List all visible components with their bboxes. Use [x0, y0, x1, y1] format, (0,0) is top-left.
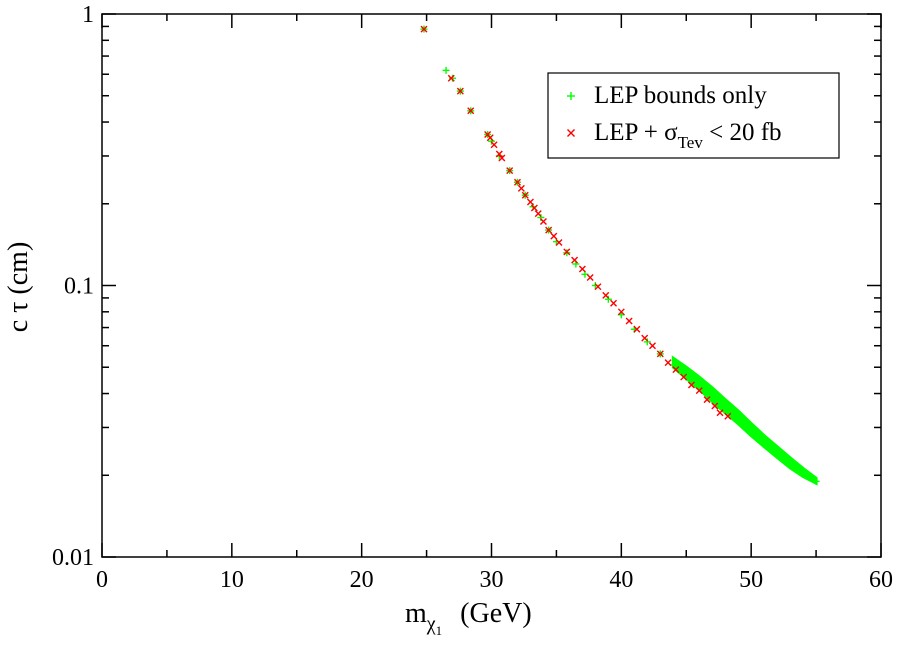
lep-point	[442, 66, 450, 74]
lep-point	[812, 477, 820, 485]
tev-point	[724, 412, 732, 420]
tev-point	[545, 226, 553, 234]
tev-point	[602, 291, 610, 299]
y-tick-label: 0.1	[64, 274, 94, 300]
tev-point	[490, 141, 498, 149]
legend-marker-tev	[567, 129, 575, 137]
legend-box	[547, 72, 840, 159]
tev-point	[530, 204, 538, 212]
tev-point	[456, 87, 464, 95]
tev-point	[695, 387, 703, 395]
tev-point	[672, 366, 680, 374]
lep-point	[799, 469, 807, 477]
legend: LEP bounds only LEP + σTev < 20 fb	[547, 72, 840, 159]
tev-point	[495, 150, 503, 158]
y-tick-label: 0.01	[52, 545, 94, 571]
x-tick-label: 10	[220, 567, 244, 593]
x-tick-label: 0	[96, 567, 108, 593]
tev-point	[578, 265, 586, 273]
tev-point	[633, 325, 641, 333]
lep-point	[773, 448, 781, 456]
tev-point	[526, 198, 534, 206]
tev-point	[617, 308, 625, 316]
y-axis-label: c τ (cm)	[3, 242, 34, 333]
x-tick-label: 50	[739, 567, 763, 593]
tev-point	[610, 299, 618, 307]
tev-point	[703, 396, 711, 404]
tev-point	[539, 218, 547, 226]
tev-point	[467, 107, 475, 115]
y-tick-labels: 0.01 0.1 1	[52, 2, 94, 571]
lep-point	[747, 427, 755, 435]
x-axis-label: mχ1(GeV)	[405, 598, 532, 638]
lep-point	[643, 338, 651, 346]
tev-point	[680, 373, 688, 381]
tev-point	[563, 248, 571, 256]
series-tev-points	[420, 25, 732, 420]
x-tick-labels: 0 10 20 30 40 50 60	[96, 567, 893, 593]
tev-point	[420, 25, 428, 33]
tev-point	[625, 317, 633, 325]
tev-point	[517, 184, 525, 192]
x-tick-label: 30	[480, 567, 504, 593]
lep-band	[671, 355, 818, 486]
tev-point	[534, 210, 542, 218]
lep-point	[604, 295, 612, 303]
tev-point	[586, 274, 594, 282]
tev-point	[711, 402, 719, 410]
tev-point	[687, 381, 695, 389]
tev-point	[506, 167, 514, 175]
tev-point	[521, 191, 529, 199]
tev-point	[648, 342, 656, 350]
tev-point	[498, 154, 506, 162]
x-tick-label: 40	[609, 567, 633, 593]
legend-label-tev: LEP + σTev < 20 fb	[594, 119, 782, 152]
tev-point	[447, 74, 455, 82]
legend-label-lep: LEP bounds only	[594, 82, 767, 109]
lep-point	[721, 405, 729, 413]
tev-point	[550, 232, 558, 240]
lep-band-area	[671, 355, 818, 486]
lep-point	[591, 282, 599, 289]
tev-point	[594, 283, 602, 291]
tev-point	[513, 178, 521, 186]
lep-point	[734, 416, 742, 424]
tev-point	[555, 239, 563, 246]
legend-cross-icon	[567, 129, 575, 137]
x-tick-label: 60	[869, 567, 893, 593]
lep-point	[449, 74, 457, 82]
lep-point	[708, 396, 716, 404]
tev-point	[656, 350, 664, 358]
lep-point	[537, 214, 545, 222]
legend-marker-lep	[567, 92, 575, 100]
tev-point	[571, 256, 579, 264]
tev-point	[664, 359, 672, 367]
x-tick-label: 20	[350, 567, 374, 593]
axis-ticks	[101, 13, 882, 558]
tev-point	[641, 334, 649, 342]
legend-plus-icon	[567, 92, 575, 100]
y-tick-label: 1	[82, 2, 94, 28]
tev-point	[486, 134, 494, 142]
lep-point	[786, 459, 794, 467]
lep-point	[760, 438, 768, 446]
tev-point	[716, 409, 724, 417]
